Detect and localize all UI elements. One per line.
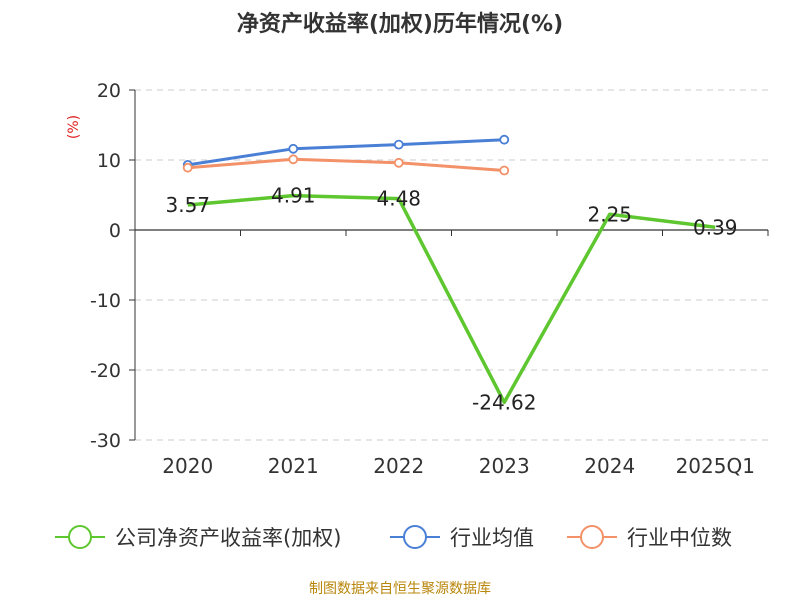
data-label: 0.39 [693,215,738,239]
series-line [187,138,505,167]
data-labels: 3.57 4.91 4.48 -24.62 2.25 0.39 [165,184,737,415]
x-tick-label: 2022 [373,454,424,478]
chart-title: 净资产收益率(加权)历年情况(%) [236,12,564,37]
legend-swatch-marker [403,525,427,549]
data-label: 3.57 [165,193,210,217]
data-point [393,157,404,168]
data-point [499,134,510,145]
y-tick-label: -30 [90,430,121,452]
data-label: 4.91 [271,184,316,208]
legend[interactable]: 公司净资产收益率(加权) 行业均值 行业中位数 [55,525,732,550]
x-tick-label: 2020 [162,454,213,478]
data-point [288,154,299,165]
legend-swatch-marker [68,525,92,549]
legend-item[interactable]: 行业均值 [390,525,534,550]
data-point [288,143,299,154]
data-label: -24.62 [472,390,536,414]
y-tick-label: 0 [109,220,121,242]
legend-swatch-marker [580,525,604,549]
y-tick-label: -20 [90,360,121,382]
data-point [182,162,193,173]
source-note: 制图数据来自恒生聚源数据库 [309,581,491,597]
legend-item[interactable]: 行业中位数 [567,525,732,550]
data-point [393,139,404,150]
x-tick-label: 2021 [268,454,319,478]
series-line [187,157,505,172]
y-tick-label: 20 [97,80,121,102]
x-tick-label: 2024 [584,454,635,478]
x-tick-label: 2025Q1 [676,454,755,478]
axes: 20 10 0 -10 -20 -30 2020 2021 2022 2023 2024 2025Q1 [90,80,769,478]
data-label: 4.48 [376,187,421,211]
x-tick-label: 2023 [479,454,530,478]
series-line [187,193,716,405]
y-axis-label: (%) [66,115,82,139]
data-point [499,165,510,176]
legend-label: 行业中位数 [627,526,732,550]
legend-label: 公司净资产收益率(加权) [115,526,341,550]
legend-item[interactable]: 公司净资产收益率(加权) [55,525,341,550]
y-tick-label: -10 [90,290,121,312]
data-label: 2.25 [587,202,632,226]
series-lines [182,134,716,405]
legend-label: 行业均值 [450,526,534,550]
y-tick-label: 10 [97,150,121,172]
